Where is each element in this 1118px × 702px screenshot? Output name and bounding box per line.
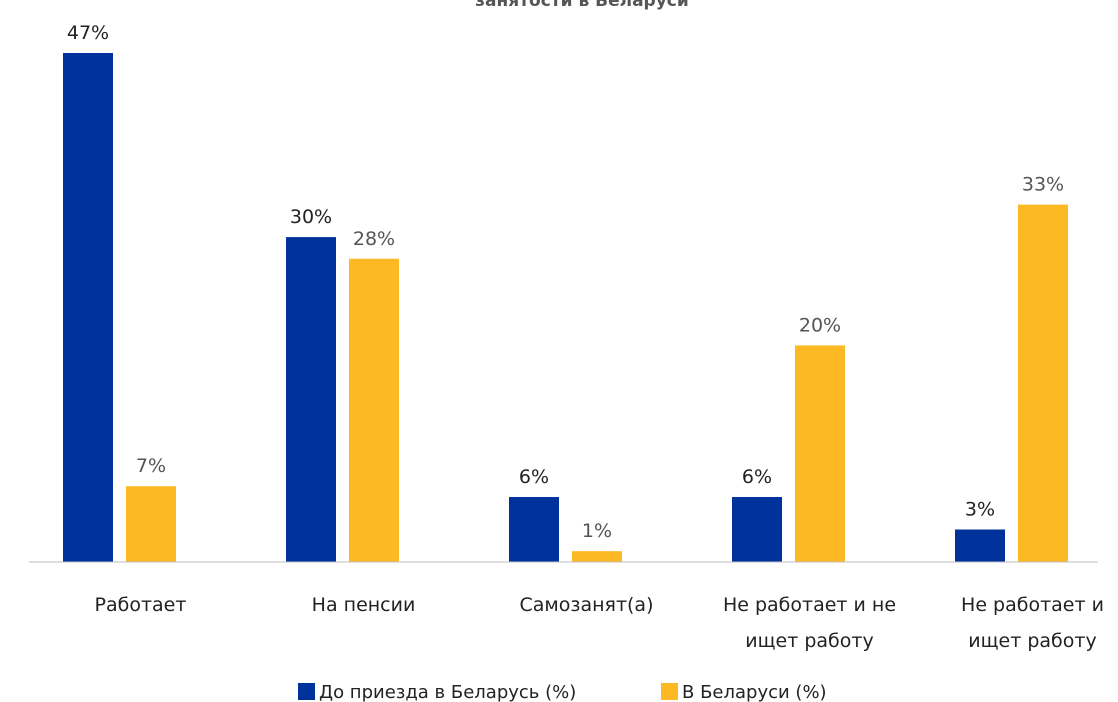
bars-layer: [63, 53, 1068, 563]
bar-series-2-cat-1: [126, 486, 176, 562]
category-labels-layer: Работает На пенсии Самозанят(а) Не работает…: [95, 594, 1104, 652]
chart-title: занятости в Беларуси: [475, 0, 689, 11]
category-label-2-line-1: На пенсии: [312, 594, 416, 616]
legend-swatch-1: [298, 683, 315, 700]
bar-series-1-cat-4: [732, 497, 782, 562]
category-label-5-line-1: Не работает и: [961, 594, 1104, 616]
value-label-series-2-cat-5: 33%: [1022, 174, 1064, 196]
value-label-series-1-cat-1: 47%: [67, 22, 109, 44]
category-label-1-line-1: Работает: [95, 594, 187, 616]
legend-swatch-2: [661, 683, 678, 700]
value-label-series-1-cat-3: 6%: [519, 466, 549, 488]
value-label-series-2-cat-3: 1%: [582, 520, 612, 542]
bar-series-2-cat-5: [1018, 204, 1068, 563]
value-label-series-2-cat-1: 7%: [136, 455, 166, 477]
bar-series-1-cat-1: [63, 53, 113, 562]
category-label-4-line-2: ищет работу: [745, 630, 873, 652]
value-label-series-1-cat-4: 6%: [742, 466, 772, 488]
value-label-series-1-cat-5: 3%: [965, 499, 995, 521]
bar-series-1-cat-5: [955, 529, 1005, 562]
value-label-series-1-cat-2: 30%: [290, 206, 332, 228]
bar-series-1-cat-3: [509, 497, 559, 562]
bar-series-2-cat-3: [572, 551, 622, 562]
bar-series-2-cat-4: [795, 345, 845, 562]
category-label-3-line-1: Самозанят(а): [519, 594, 653, 616]
value-labels-layer: 47% 7% 30% 28% 6% 1% 6% 20% 3% 33%: [67, 22, 1064, 542]
category-label-5-line-2: ищет работу: [968, 630, 1096, 652]
legend: До приезда в Беларусь (%) В Беларуси (%): [298, 682, 827, 702]
legend-label-2: В Беларуси (%): [682, 682, 827, 702]
category-label-4-line-1: Не работает и не: [723, 594, 896, 616]
bar-series-1-cat-2: [286, 237, 336, 562]
bar-series-2-cat-2: [349, 258, 399, 562]
legend-label-1: До приезда в Беларусь (%): [319, 682, 576, 702]
value-label-series-2-cat-2: 28%: [353, 228, 395, 250]
value-label-series-2-cat-4: 20%: [799, 314, 841, 336]
